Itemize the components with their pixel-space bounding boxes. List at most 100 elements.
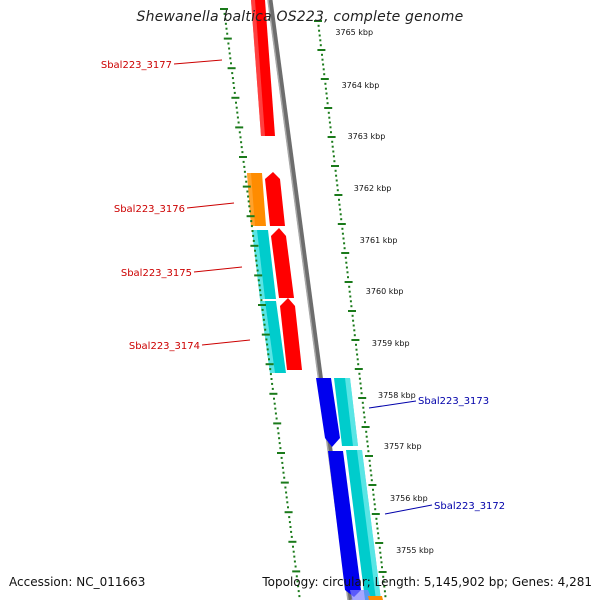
scale-dot — [284, 486, 287, 489]
scale-dot — [378, 571, 387, 573]
scale-dot — [235, 106, 238, 109]
scale-dot — [229, 57, 232, 60]
scale-dot — [345, 266, 348, 269]
scale-dot — [350, 305, 353, 308]
scale-dot — [380, 561, 383, 564]
scale-dot — [223, 37, 232, 40]
scale-dot — [288, 516, 291, 519]
scale-dot — [231, 77, 234, 80]
scale-dot — [239, 156, 247, 158]
scale-dot — [296, 580, 299, 583]
scale-dot — [243, 165, 246, 168]
scale-dot — [337, 223, 346, 225]
scale-dot — [351, 314, 354, 317]
scale-dot — [334, 194, 343, 196]
scale-dot — [262, 318, 265, 321]
scale-dot — [361, 426, 370, 428]
scale-dot — [344, 281, 353, 283]
scale-dot — [366, 440, 369, 443]
scale-dot — [377, 537, 380, 540]
scale-dot — [331, 140, 334, 143]
scale-dot — [293, 560, 296, 563]
scale-dot — [369, 464, 372, 467]
scale-dot — [321, 53, 323, 56]
gene-leaders — [173, 59, 433, 515]
scale-dot — [258, 284, 261, 287]
scale-dot — [289, 526, 292, 528]
scale-dot — [286, 501, 289, 504]
scale-dot — [285, 496, 288, 499]
scale-dot — [261, 308, 264, 311]
scale-dot — [363, 416, 366, 419]
feature-red-3[interactable] — [280, 298, 302, 370]
tick-label: 3764 kbp — [342, 81, 380, 90]
right-scale — [314, 20, 387, 598]
scale-dot — [319, 39, 322, 42]
feature-blue-2[interactable] — [328, 451, 361, 597]
scale-dot — [343, 247, 346, 250]
scale-dot — [250, 220, 253, 223]
tick-label: 3757 kbp — [384, 442, 422, 451]
scale-dot — [287, 506, 289, 509]
scale-dot — [336, 184, 339, 187]
scale-dot — [284, 511, 293, 514]
scale-dot — [365, 455, 373, 457]
scale-dot — [367, 450, 370, 453]
scale-dot — [349, 300, 352, 303]
scale-dot — [220, 8, 228, 10]
scale-dot — [338, 198, 340, 201]
gene-label-3172[interactable]: Sbal223_3172 — [434, 501, 505, 512]
scale-dot — [228, 47, 231, 50]
feature-blue-1[interactable] — [316, 378, 340, 447]
feature-red-2[interactable] — [271, 228, 294, 298]
scale-dot — [226, 32, 229, 35]
scale-dot — [247, 200, 250, 203]
scale-dot — [224, 22, 227, 25]
scale-dot — [324, 87, 327, 90]
scale-dot — [361, 401, 364, 404]
scale-dot — [365, 435, 368, 438]
scale-dot — [343, 242, 346, 245]
scale-dot — [377, 532, 380, 535]
scale-dot — [375, 522, 378, 525]
scale-dot — [285, 491, 288, 494]
scale-dot — [258, 304, 266, 306]
scale-dot — [339, 208, 342, 211]
scale-dot — [276, 427, 279, 430]
gene-label-3176[interactable]: Sbal223_3176 — [114, 204, 185, 215]
scale-dot — [232, 82, 235, 84]
scale-dot — [355, 348, 358, 351]
scale-dot — [227, 42, 230, 45]
features — [247, 0, 383, 600]
scale-dot — [266, 343, 269, 346]
scale-dot — [231, 72, 234, 75]
scale-dot — [269, 373, 272, 376]
gene-label-3175[interactable]: Sbal223_3175 — [121, 268, 192, 279]
scale-dot — [275, 417, 278, 420]
scale-dot — [353, 329, 356, 332]
scale-dot — [252, 234, 255, 237]
scale-dot — [329, 126, 332, 129]
scale-dot — [273, 402, 276, 405]
scale-dot — [371, 513, 380, 515]
scale-dot — [263, 323, 266, 326]
scale-dot — [360, 392, 363, 395]
scale-dot — [247, 195, 250, 198]
scale-dot — [319, 44, 322, 47]
gene-label-3173[interactable]: Sbal223_3173 — [418, 396, 489, 407]
gene-label-3177[interactable]: Sbal223_3177 — [101, 60, 172, 71]
scale-dot — [376, 527, 379, 530]
scale-dot — [274, 407, 277, 410]
scale-dot — [358, 377, 361, 380]
scale-dot — [341, 252, 350, 254]
scale-dot — [235, 101, 237, 104]
scale-dot — [318, 29, 321, 32]
gene-label-3174[interactable]: Sbal223_3174 — [129, 341, 200, 352]
feature-red-1[interactable] — [265, 172, 285, 226]
scale-dot — [233, 91, 236, 94]
scale-dot — [239, 136, 242, 139]
scale-dot — [326, 97, 329, 100]
scale-dot — [370, 474, 373, 477]
scale-dot — [356, 353, 359, 356]
genome-summary-text: Topology: circular; Length: 5,145,902 bp… — [262, 575, 592, 589]
